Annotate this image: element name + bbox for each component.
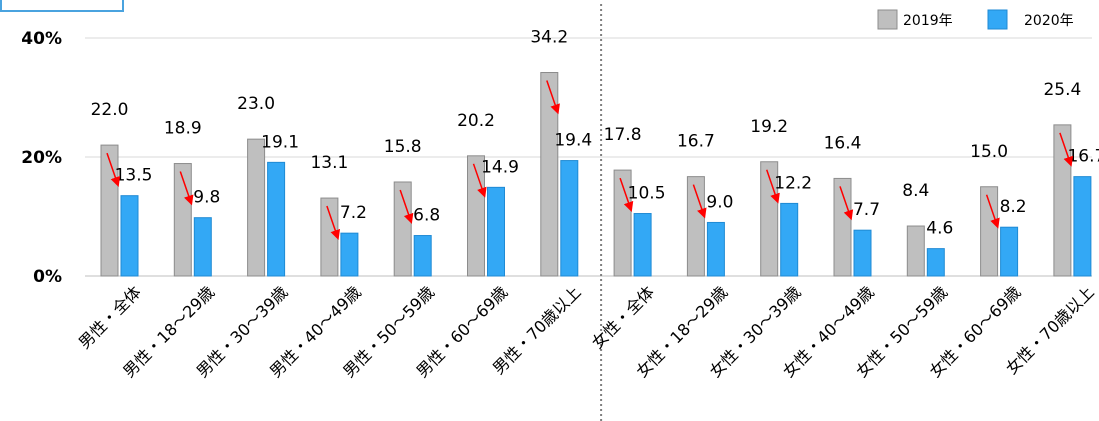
decrease-arrow: [1059, 132, 1074, 167]
category-labels: 男性・全体男性・18～29歳男性・30～39歳男性・40～49歳男性・50～59…: [75, 282, 1098, 381]
bar-2020: [267, 161, 286, 277]
y-tick-label: 20%: [21, 148, 62, 168]
y-tick-label: 40%: [21, 29, 62, 49]
bar-2020: [413, 235, 432, 277]
decrease-arrow: [839, 186, 854, 221]
decrease-arrow: [692, 184, 707, 219]
decrease-arrow: [399, 189, 414, 224]
data-label-2019: 13.1: [310, 153, 348, 173]
legend-label-2020: 2020年: [1024, 13, 1074, 29]
corner-frame: [0, 0, 124, 12]
data-label-2020: 16.7: [1067, 147, 1099, 167]
data-label-2019: 16.7: [677, 132, 715, 152]
data-label-2020: 4.6: [926, 219, 953, 239]
data-label-2020: 19.1: [261, 132, 299, 152]
bar-2020: [193, 217, 212, 277]
data-label-2019: 17.8: [604, 125, 642, 145]
data-label-2019: 18.9: [164, 119, 202, 139]
category-label: 女性・全体: [588, 282, 658, 352]
data-label-2019: 23.0: [237, 94, 275, 114]
legend-label-2019: 2019年: [903, 13, 953, 29]
legend-swatch-2019: [877, 9, 898, 30]
decrease-arrow: [326, 205, 341, 240]
decrease-arrow: [765, 169, 780, 204]
bar-2019: [247, 138, 266, 277]
bar-2019: [540, 72, 559, 277]
data-label-2020: 12.2: [774, 173, 812, 193]
data-label-2019: 15.8: [384, 137, 422, 157]
decrease-arrow: [546, 80, 560, 115]
bar-2020: [120, 195, 139, 277]
bar-2020: [706, 221, 725, 277]
data-label-2019: 15.0: [970, 142, 1008, 162]
bar-2020: [1073, 176, 1092, 277]
data-label-2019: 20.2: [457, 111, 495, 131]
data-label-2019: 34.2: [530, 28, 568, 48]
bar-2020: [560, 160, 579, 277]
data-label-2019: 22.0: [91, 100, 129, 120]
data-label-2020: 10.5: [628, 184, 666, 204]
bar-2019: [393, 181, 412, 277]
bar-2020: [633, 213, 652, 277]
bar-2019: [906, 225, 925, 277]
decrease-arrow: [985, 194, 1000, 229]
data-label-2020: 6.8: [413, 206, 440, 226]
data-label-2020: 7.2: [340, 203, 367, 223]
y-axis-ticks: 0% 20% 40%: [21, 29, 62, 287]
bar-2019: [467, 155, 485, 277]
decrease-arrow: [619, 177, 634, 212]
bar-2020: [780, 202, 799, 277]
bar-2019: [980, 186, 999, 277]
decrease-arrows: [106, 80, 1074, 240]
bar-2020: [926, 248, 945, 277]
data-label-2020: 7.7: [853, 200, 880, 220]
bar-2020: [487, 186, 505, 277]
decrease-arrow: [106, 152, 121, 187]
bar-2019: [320, 197, 339, 277]
data-label-2020: 19.4: [554, 131, 592, 151]
data-label-2019: 19.2: [750, 117, 788, 137]
category-label: 男性・全体: [75, 282, 145, 352]
bar-2020: [853, 229, 872, 277]
legend-swatch-2020: [987, 9, 1008, 30]
data-label-2020: 14.9: [481, 157, 519, 177]
bar-2020: [1000, 226, 1019, 277]
data-label-2019: 16.4: [824, 133, 862, 153]
bar-2019: [833, 177, 852, 277]
data-label-2020: 13.5: [115, 166, 153, 186]
decrease-arrow: [179, 171, 194, 206]
bar-2019: [686, 176, 705, 277]
data-label-2019: 25.4: [1043, 80, 1081, 100]
y-tick-label: 0%: [33, 267, 62, 287]
data-label-2020: 9.8: [193, 188, 220, 208]
decrease-arrow: [472, 163, 487, 198]
bar-2020: [340, 232, 359, 277]
data-label-2019: 8.4: [902, 181, 929, 201]
data-labels: 22.0 13.5 18.9 9.8 23.0 19.1 13.1 7.2 15.8 6.8 20.…: [91, 28, 1099, 239]
legend: 2019年 2020年: [877, 9, 1074, 30]
data-label-2020: 9.0: [706, 192, 733, 212]
data-label-2020: 8.2: [1000, 197, 1027, 217]
